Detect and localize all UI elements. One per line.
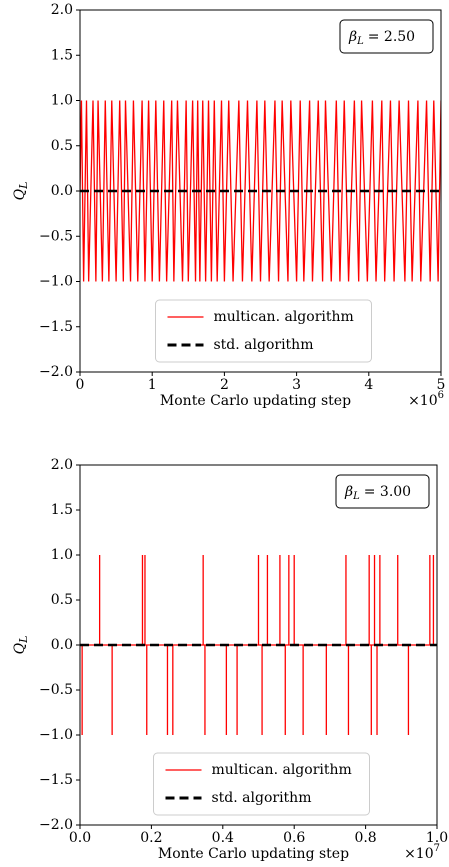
y-tick-label: −2.0: [39, 364, 73, 380]
y-tick-label: −1.5: [39, 772, 73, 788]
legend-label: multican. algorithm: [214, 309, 354, 325]
y-tick-label: 1.5: [51, 502, 73, 518]
x-scale-exponent: 7: [434, 843, 440, 854]
x-scale-exponent: 6: [438, 390, 444, 401]
y-tick-label: 0.5: [51, 138, 73, 154]
y-tick-label: 0.0: [51, 183, 73, 199]
y-tick-label: −1.0: [39, 274, 73, 290]
y-tick-label: 2.0: [51, 457, 73, 473]
x-scale-base: ×10: [408, 393, 438, 409]
x-axis-label: Monte Carlo updating step: [160, 393, 351, 409]
x-tick-label: 0.2: [140, 830, 162, 846]
y-tick-label: −2.0: [39, 817, 73, 833]
x-tick-label: 0: [76, 377, 85, 393]
x-tick-label: 3: [292, 377, 301, 393]
signal-line: [80, 555, 437, 735]
legend-box: [155, 299, 372, 363]
annotation-symbol: β: [348, 29, 357, 45]
legend-label: multican. algorithm: [212, 762, 352, 778]
y-label-subscript: L: [17, 182, 30, 190]
x-tick-label: 2: [220, 377, 229, 393]
axes-frame: [79, 464, 438, 826]
y-tick-label: 2.0: [51, 2, 73, 18]
legend-label: std. algorithm: [214, 337, 314, 353]
legend-box: [153, 752, 370, 816]
y-label-subscript: L: [17, 636, 30, 644]
x-scale-base: ×10: [404, 846, 434, 862]
y-label-symbol: Q: [12, 188, 28, 200]
x-tick-label: 1.0: [426, 830, 448, 846]
legend-label: std. algorithm: [212, 790, 312, 806]
y-tick-label: −1.0: [39, 727, 73, 743]
annotation-box: [339, 19, 434, 54]
x-tick-label: 0.6: [283, 830, 305, 846]
x-scale: ×107: [404, 843, 440, 863]
x-axis-label: Monte Carlo updating step: [158, 846, 349, 862]
annotation-subscript: L: [356, 36, 364, 47]
x-tick-label: 5: [437, 377, 446, 393]
y-tick-label: 1.5: [51, 47, 73, 63]
y-tick-label: 1.0: [51, 547, 73, 563]
annotation: βL = 2.50: [348, 29, 415, 47]
x-tick-label: 0.8: [354, 830, 376, 846]
y-axis-label: QL: [12, 182, 30, 201]
annotation: βL = 3.00: [344, 484, 411, 502]
y-tick-label: −0.5: [39, 682, 73, 698]
y-tick-label: 0.5: [51, 592, 73, 608]
annotation-subscript: L: [352, 491, 360, 502]
x-tick-label: 1: [148, 377, 157, 393]
annotation-value: = 2.50: [368, 29, 415, 45]
y-tick-label: 0.0: [51, 637, 73, 653]
x-tick-label: 4: [364, 377, 373, 393]
y-axis-label: QL: [12, 636, 30, 655]
annotation-value: = 3.00: [364, 484, 411, 500]
x-tick-label: 0.0: [69, 830, 91, 846]
axes-frame: [79, 9, 442, 373]
y-tick-label: 1.0: [51, 93, 73, 109]
x-tick-label: 0.4: [212, 830, 234, 846]
x-scale: ×106: [408, 390, 444, 410]
signal-line: [80, 100, 441, 282]
y-label-symbol: Q: [12, 642, 28, 654]
annotation-symbol: β: [344, 484, 353, 500]
y-tick-label: −1.5: [39, 319, 73, 335]
annotation-box: [335, 474, 430, 509]
y-tick-label: −0.5: [39, 228, 73, 244]
